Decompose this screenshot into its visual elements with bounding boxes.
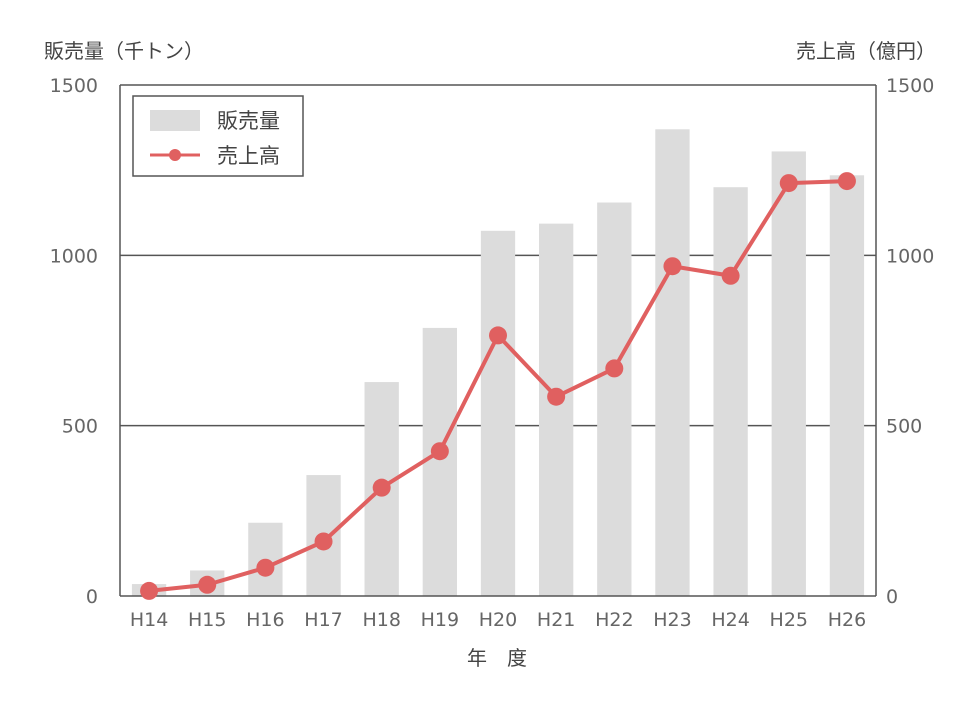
- legend-line-label: 売上高: [217, 144, 280, 168]
- point-H14: [140, 581, 159, 600]
- y-right-tick-1500: 1500: [886, 75, 934, 97]
- x-axis-label: 年 度: [467, 646, 527, 670]
- point-H19: [430, 442, 449, 461]
- bar-H24: [713, 187, 748, 596]
- legend-box: [132, 95, 304, 177]
- bar-H22: [597, 202, 632, 596]
- x-tick-H25: H25: [770, 609, 808, 631]
- y-axis-left-label: 販売量（千トン）: [44, 39, 204, 63]
- bar-H25: [771, 151, 806, 596]
- y-right-tick-500: 500: [886, 416, 922, 438]
- y-right-tick-0: 0: [886, 586, 898, 608]
- point-H24: [721, 266, 740, 285]
- x-tick-H23: H23: [653, 609, 691, 631]
- y-left-tick-0: 0: [86, 586, 98, 608]
- x-tick-H16: H16: [246, 609, 284, 631]
- y-left-tick-1500: 1500: [50, 75, 98, 97]
- x-tick-H19: H19: [421, 609, 459, 631]
- bar-H20: [480, 230, 516, 596]
- bar-H23: [655, 129, 690, 596]
- point-H16: [256, 558, 275, 577]
- legend: 販売量 売上高: [132, 95, 304, 177]
- x-tick-H15: H15: [188, 609, 226, 631]
- legend-line-marker: [169, 149, 181, 161]
- y-left-tick-1000: 1000: [50, 245, 98, 267]
- point-H20: [489, 326, 507, 345]
- point-H25: [779, 174, 798, 193]
- y-left-tick-500: 500: [62, 416, 98, 438]
- point-H21: [547, 387, 566, 406]
- x-tick-H26: H26: [828, 609, 866, 631]
- point-H23: [663, 257, 682, 276]
- bar-H19: [422, 327, 458, 596]
- plot-frame: [119, 84, 877, 597]
- point-H18: [372, 478, 391, 497]
- point-H15: [198, 575, 217, 594]
- x-tick-H18: H18: [362, 609, 400, 631]
- x-tick-H20: H20: [479, 609, 517, 631]
- point-H17: [314, 532, 333, 551]
- x-tick-H17: H17: [304, 609, 342, 631]
- y-axis-right-label: 売上高（億円）: [796, 39, 936, 63]
- point-H22: [605, 359, 624, 378]
- legend-bar-swatch: [150, 110, 200, 131]
- bar-series: [131, 129, 865, 596]
- legend-bar-label: 販売量: [217, 109, 280, 133]
- x-tick-H21: H21: [537, 609, 575, 631]
- line-series: [140, 172, 856, 600]
- bar-H26: [829, 175, 865, 596]
- point-H26: [837, 172, 856, 191]
- bar-H21: [538, 223, 574, 596]
- tick-labels: 0 0 500 500 1000 1000 1500 1500 H14 H15 H16 H17 H18 H…: [50, 75, 935, 631]
- x-tick-H22: H22: [595, 609, 633, 631]
- x-tick-H14: H14: [130, 609, 168, 631]
- y-right-tick-1000: 1000: [886, 245, 934, 267]
- x-tick-H24: H24: [711, 609, 749, 631]
